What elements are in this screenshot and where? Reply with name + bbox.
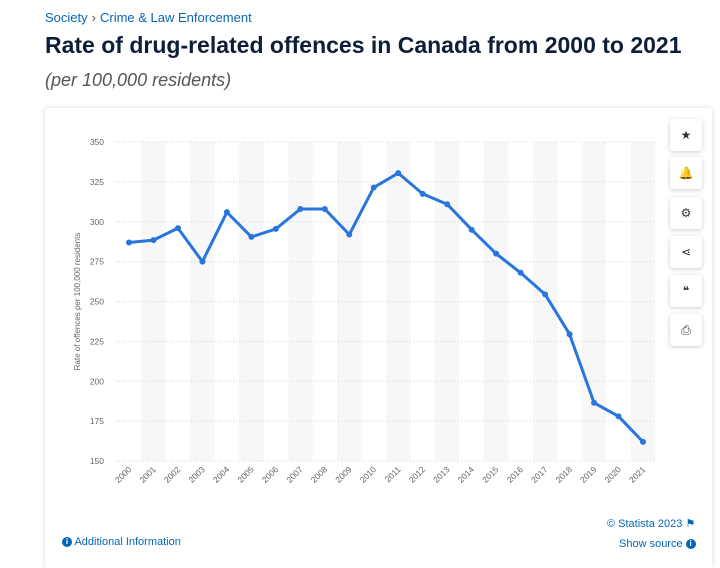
y-tick-label: 225 xyxy=(90,336,104,346)
column-band xyxy=(190,142,215,461)
x-tick-label: 2004 xyxy=(211,464,232,485)
x-tick-label: 2000 xyxy=(113,464,134,485)
x-tick-label: 2016 xyxy=(505,464,526,485)
data-point xyxy=(321,205,328,212)
data-point xyxy=(346,231,353,238)
x-tick-label: 2002 xyxy=(162,464,183,485)
breadcrumb: Society › Crime & Law Enforcement xyxy=(45,10,252,25)
x-tick-label: 2011 xyxy=(383,464,403,484)
data-point xyxy=(640,438,646,445)
data-point xyxy=(591,399,598,406)
x-tick-label: 2003 xyxy=(186,464,207,485)
x-tick-label: 2005 xyxy=(235,464,256,485)
star-icon: ★ xyxy=(680,128,692,142)
data-point xyxy=(615,413,622,420)
x-tick-label: 2018 xyxy=(554,464,575,485)
x-tick-label: 2013 xyxy=(431,464,452,485)
data-point xyxy=(517,269,524,276)
page-title: Rate of drug-related offences in Canada … xyxy=(45,32,682,58)
y-axis-label: Rate of offences per 100,000 residents xyxy=(73,233,82,371)
data-point xyxy=(272,225,279,232)
data-point xyxy=(223,209,230,216)
y-tick-label: 175 xyxy=(90,416,104,426)
gear-icon: ⚙ xyxy=(680,206,692,220)
data-point xyxy=(150,237,157,244)
breadcrumb-separator: › xyxy=(91,10,96,25)
x-tick-label: 2017 xyxy=(529,464,550,485)
series-line xyxy=(128,171,645,443)
print-button[interactable]: ⎙ xyxy=(670,314,702,346)
x-tick-label: 2009 xyxy=(333,464,354,485)
x-tick-label: 2015 xyxy=(480,464,501,485)
column-band xyxy=(630,142,656,461)
column-band xyxy=(141,142,166,461)
x-tick-label: 2007 xyxy=(284,464,305,485)
data-point xyxy=(419,190,426,197)
y-tick-label: 325 xyxy=(90,177,104,187)
x-tick-label: 2008 xyxy=(309,464,330,485)
star-button[interactable]: ★ xyxy=(670,119,702,151)
print-icon: ⎙ xyxy=(681,322,691,337)
x-tick-label: 2021 xyxy=(627,464,648,485)
quote-button[interactable]: ❝ xyxy=(670,275,702,307)
additional-information-link[interactable]: i Additional Information xyxy=(62,536,181,548)
copyright[interactable]: © Statista 2023 ⚑ xyxy=(607,518,696,530)
data-point xyxy=(395,170,402,177)
y-tick-label: 300 xyxy=(90,217,104,227)
y-tick-label: 200 xyxy=(90,376,104,386)
data-point xyxy=(126,239,132,246)
data-point xyxy=(174,225,181,232)
y-tick-label: 275 xyxy=(90,257,104,267)
breadcrumb-society[interactable]: Society xyxy=(45,10,88,25)
data-point xyxy=(248,233,255,240)
y-tick-label: 150 xyxy=(90,456,104,466)
share-button[interactable]: ⋖ xyxy=(670,236,702,268)
data-point xyxy=(542,291,549,298)
x-tick-label: 2010 xyxy=(358,464,379,485)
data-point xyxy=(370,184,377,191)
data-point xyxy=(468,226,475,233)
data-point xyxy=(199,258,206,265)
x-tick-label: 2014 xyxy=(456,464,477,485)
x-tick-label: 2019 xyxy=(578,464,599,485)
bell-icon: 🔔 xyxy=(678,166,694,180)
x-tick-label: 2001 xyxy=(137,464,158,485)
info-icon: i xyxy=(62,537,72,548)
gear-button[interactable]: ⚙ xyxy=(670,197,702,229)
info-icon: i xyxy=(685,539,696,550)
page-subtitle: (per 100,000 residents) xyxy=(45,70,232,90)
flag-icon: ⚑ xyxy=(685,518,696,530)
data-point xyxy=(493,250,500,257)
bell-button[interactable]: 🔔 xyxy=(670,157,702,189)
y-tick-label: 350 xyxy=(90,137,104,147)
column-band xyxy=(483,142,509,461)
y-tick-label: 250 xyxy=(90,297,104,307)
data-point xyxy=(566,331,573,338)
column-band xyxy=(337,142,362,461)
x-tick-label: 2006 xyxy=(260,464,281,485)
quote-icon: ❝ xyxy=(682,284,690,298)
data-point xyxy=(444,201,451,208)
breadcrumb-crime[interactable]: Crime & Law Enforcement xyxy=(99,10,252,25)
x-tick-label: 2012 xyxy=(407,464,428,485)
show-source-link[interactable]: Show source i xyxy=(619,538,696,550)
share-icon: ⋖ xyxy=(680,245,692,259)
x-tick-label: 2020 xyxy=(602,464,623,485)
data-point xyxy=(297,205,304,212)
